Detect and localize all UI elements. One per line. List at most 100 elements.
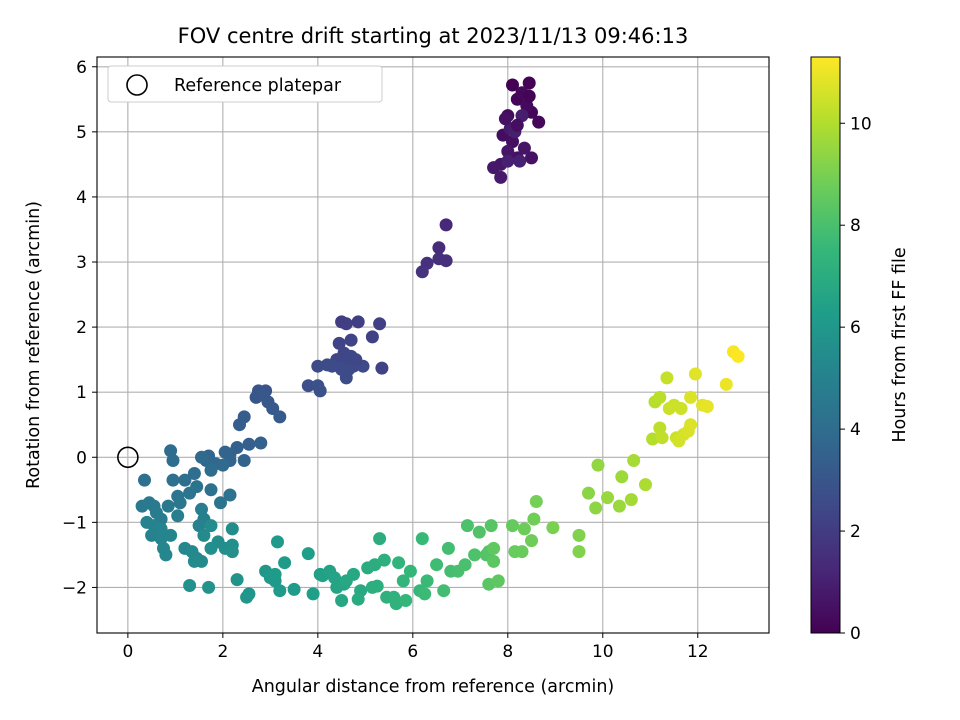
scatter-point	[166, 454, 180, 467]
scatter-point	[225, 545, 239, 559]
legend-marker-reference	[126, 74, 148, 96]
scatter-point	[301, 379, 315, 393]
scatter-point	[517, 141, 531, 155]
grid-lines	[97, 57, 769, 633]
scatter-point	[328, 571, 341, 585]
y-tick-label: −1	[62, 513, 87, 533]
scatter-point	[237, 454, 251, 467]
scatter-point	[510, 118, 524, 132]
scatter-point	[627, 454, 641, 467]
scatter-point	[223, 488, 237, 502]
scatter-point	[582, 486, 595, 500]
scatter-point	[624, 493, 638, 507]
scatter-point	[399, 594, 413, 607]
x-tick-label: 4	[312, 642, 323, 662]
y-tick-label: 0	[76, 448, 87, 468]
scatter-point	[351, 315, 365, 329]
scatter-point	[437, 584, 451, 598]
scatter-point	[325, 359, 339, 373]
scatter-point	[517, 522, 531, 536]
scatter-point	[159, 548, 173, 562]
scatter-point	[197, 528, 211, 542]
scatter-point	[173, 496, 187, 510]
scatter-point	[375, 361, 389, 375]
scatter-point	[242, 437, 256, 451]
scatter-point	[178, 473, 192, 487]
scatter-point	[527, 512, 541, 526]
scatter-point	[138, 473, 151, 487]
scatter-point	[187, 554, 201, 568]
data-points	[135, 76, 745, 611]
scatter-point	[332, 336, 346, 350]
x-tick-label: 0	[122, 642, 133, 662]
y-tick-label: 5	[76, 123, 87, 143]
scatter-point	[546, 521, 560, 535]
scatter-point	[195, 502, 208, 516]
scatter-point	[271, 535, 284, 549]
scatter-point	[373, 532, 387, 546]
legend-box	[107, 65, 383, 103]
scatter-point	[339, 317, 353, 331]
scatter-point	[615, 470, 629, 484]
scatter-point	[472, 525, 486, 539]
scatter-point	[347, 567, 360, 581]
scatter-point	[392, 556, 406, 570]
scatter-point	[653, 390, 667, 404]
colorbar-tick-label: 4	[850, 420, 861, 440]
colorbar-tick-label: 0	[850, 624, 861, 644]
scatter-point	[572, 545, 586, 559]
scatter-point	[525, 151, 538, 165]
scatter-point	[688, 367, 702, 381]
colorbar-tick-label: 2	[850, 522, 861, 542]
scatter-point	[646, 432, 660, 446]
scatter-point	[487, 541, 501, 555]
colorbar-tick-label: 6	[850, 318, 861, 338]
scatter-point	[487, 161, 501, 175]
scatter-point	[458, 558, 472, 572]
scatter-point	[494, 170, 508, 184]
scatter-point	[441, 541, 455, 555]
legend-entry-reference: Reference platepar	[174, 76, 342, 96]
scatter-point	[572, 528, 586, 542]
scatter-point	[204, 541, 218, 555]
scatter-point	[432, 241, 446, 255]
scatter-point	[684, 390, 698, 404]
scatter-point	[164, 528, 178, 542]
x-tick-label: 8	[502, 642, 513, 662]
colorbar-tick-label: 10	[850, 114, 872, 134]
scatter-point	[349, 353, 363, 367]
scatter-point	[278, 556, 292, 570]
scatter-point	[204, 483, 218, 497]
colorbar-gradient	[810, 56, 841, 634]
scatter-point	[515, 545, 529, 559]
scatter-point	[373, 317, 387, 331]
scatter-point	[365, 330, 379, 344]
scatter-point	[164, 444, 178, 458]
scatter-point	[216, 458, 230, 472]
y-axis-label: Rotation from reference (arcmin)	[24, 201, 44, 489]
scatter-point	[506, 135, 519, 149]
y-axis-ticks: −2 −1 0 1 2 3 4 5 6	[62, 58, 97, 598]
legend: Reference platepar	[107, 65, 383, 103]
x-tick-label: 10	[592, 642, 614, 662]
scatter-point	[415, 532, 429, 546]
scatter-point	[674, 402, 688, 415]
scatter-point	[187, 467, 201, 480]
scatter-point	[240, 590, 254, 604]
plot-frame	[96, 56, 770, 634]
colorbar-tick-label: 8	[850, 216, 861, 236]
scatter-point	[268, 567, 282, 581]
scatter-point	[439, 218, 453, 232]
scatter-point	[491, 574, 505, 588]
scatter-point	[161, 499, 175, 513]
scatter-point	[313, 384, 327, 398]
scatter-point	[639, 478, 652, 492]
scatter-point	[529, 495, 543, 508]
colorbar-label: Hours from first FF file	[890, 247, 910, 442]
scatter-point	[601, 491, 614, 505]
scatter-point	[254, 436, 268, 450]
scatter-point	[183, 579, 197, 592]
scatter-point	[460, 519, 474, 533]
x-tick-label: 6	[407, 642, 418, 662]
scatter-point	[273, 584, 287, 598]
